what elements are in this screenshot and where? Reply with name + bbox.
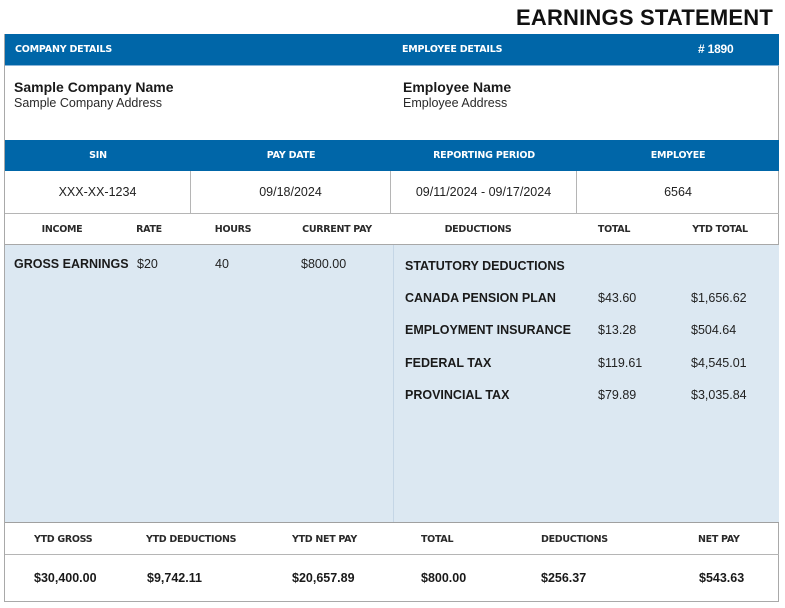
reporting-period-value: 09/11/2024 - 09/17/2024 — [391, 171, 577, 213]
current-pay-col-header: CURRENT PAY — [302, 224, 372, 235]
employee-details-label: EMPLOYEE DETAILS — [402, 44, 503, 55]
hours-col-header: HOURS — [214, 224, 252, 235]
total-col-header: TOTAL — [597, 224, 631, 235]
ytd-deductions-label: YTD DEDUCTIONS — [146, 534, 237, 545]
info-values-row: XXX-XX-1234 09/18/2024 09/11/2024 - 09/1… — [5, 171, 779, 214]
deductions-col-header: DEDUCTIONS — [444, 224, 512, 235]
sin-value: XXX-XX-1234 — [5, 171, 191, 213]
reporting-period-header: REPORTING PERIOD — [433, 150, 535, 161]
column-headers: INCOME RATE HOURS CURRENT PAY DEDUCTIONS… — [5, 214, 779, 245]
line-items-body: GROSS EARNINGS $20 40 $800.00 STATUTORY … — [5, 245, 779, 522]
deductions-value: $256.37 — [541, 571, 587, 585]
employee-details: Employee Name Employee Address — [403, 79, 511, 110]
info-header-bar: SIN PAY DATE REPORTING PERIOD EMPLOYEE — [5, 140, 779, 171]
summary-header-row: YTD GROSS YTD DEDUCTIONS YTD NET PAY TOT… — [5, 522, 779, 555]
income-name: GROSS EARNINGS — [14, 257, 129, 271]
deduction-name: FEDERAL TAX — [405, 356, 492, 370]
ytd-total-col-header: YTD TOTAL — [692, 224, 748, 235]
net-pay-value: $543.63 — [699, 571, 745, 585]
deduction-name: CANADA PENSION PLAN — [405, 291, 556, 305]
ytd-net-pay-label: YTD NET PAY — [292, 534, 357, 545]
company-details: Sample Company Name Sample Company Addre… — [14, 79, 174, 110]
company-address: Sample Company Address — [14, 96, 162, 110]
deduction-name: EMPLOYMENT INSURANCE — [405, 323, 571, 337]
ytd-deductions-value: $9,742.11 — [147, 571, 202, 585]
details-section: Sample Company Name Sample Company Addre… — [5, 65, 779, 140]
total-label: TOTAL — [421, 534, 454, 545]
earnings-statement: COMPANY DETAILS EMPLOYEE DETAILS # 1890 … — [4, 34, 779, 602]
ytd-net-pay-value: $20,657.89 — [292, 571, 355, 585]
deduction-ytd-total: $3,035.84 — [691, 388, 747, 402]
deduction-ytd-total: $1,656.62 — [691, 291, 747, 305]
deduction-total: $43.60 — [598, 291, 637, 305]
pay-date-value: 09/18/2024 — [191, 171, 391, 213]
deduction-total: $79.89 — [598, 388, 637, 402]
deductions-label: DEDUCTIONS — [541, 534, 608, 545]
income-col-header: INCOME — [41, 224, 83, 235]
employee-address: Employee Address — [403, 96, 508, 110]
summary-values-row: $30,400.00 $9,742.11 $20,657.89 $800.00 … — [5, 555, 779, 601]
total-value: $800.00 — [421, 571, 467, 585]
employee-name: Employee Name — [403, 79, 512, 95]
details-header-bar: COMPANY DETAILS EMPLOYEE DETAILS # 1890 — [5, 34, 779, 65]
income-hours: 40 — [215, 257, 229, 271]
income-current-pay: $800.00 — [301, 257, 347, 271]
deduction-total: $119.61 — [598, 356, 643, 370]
rate-col-header: RATE — [136, 224, 162, 235]
employee-id-header: EMPLOYEE — [650, 150, 706, 161]
deduction-ytd-total: $4,545.01 — [691, 356, 747, 370]
company-name: Sample Company Name — [14, 79, 174, 95]
deduction-ytd-total: $504.64 — [691, 323, 737, 337]
ytd-gross-value: $30,400.00 — [34, 571, 97, 585]
statement-number: # 1890 — [698, 42, 734, 56]
page-title: EARNINGS STATEMENT — [515, 5, 773, 30]
income-rate: $20 — [137, 257, 158, 271]
net-pay-label: NET PAY — [698, 534, 740, 545]
pay-date-header: PAY DATE — [266, 150, 316, 161]
sin-header: SIN — [89, 150, 107, 161]
employee-id-value: 6564 — [664, 185, 692, 199]
deduction-name: PROVINCIAL TAX — [405, 388, 510, 402]
deductions-section-title: STATUTORY DEDUCTIONS — [405, 259, 565, 273]
deduction-total: $13.28 — [598, 323, 637, 337]
ytd-gross-label: YTD GROSS — [34, 534, 93, 545]
company-details-label: COMPANY DETAILS — [15, 44, 112, 55]
column-divider — [393, 245, 394, 522]
